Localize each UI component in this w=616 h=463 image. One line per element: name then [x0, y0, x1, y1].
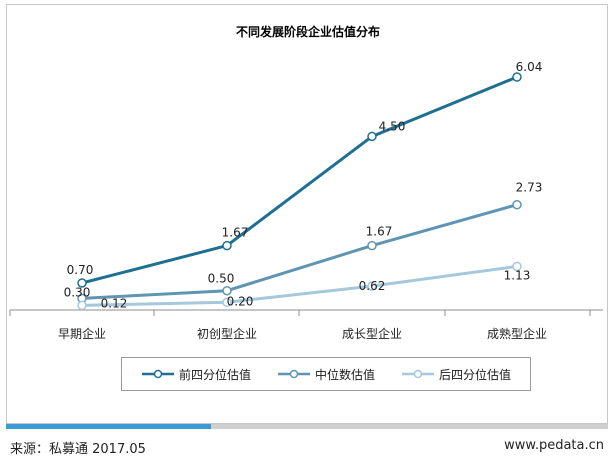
series-1-label-4: 6.04	[516, 60, 543, 74]
site-url: www.pedata.cn	[504, 438, 604, 453]
x-tick-label-2: 初创型企业	[197, 326, 257, 341]
series-3-point-4	[512, 261, 522, 272]
legend-label-series-3: 后四分位估值	[438, 367, 511, 382]
series-1-point-3	[367, 131, 377, 142]
legend-marker-series-3	[401, 369, 434, 379]
series-3-label-3: 0.62	[359, 279, 386, 293]
x-tick-label-3: 成长型企业	[342, 326, 402, 341]
legend-item-series-3: 后四分位估值	[401, 366, 511, 383]
footer-divider-accent	[6, 424, 211, 429]
series-3-label-4: 1.13	[504, 268, 531, 282]
legend-label-series-1: 前四分位估值	[178, 367, 251, 382]
series-3-point-2	[222, 297, 232, 308]
series-3-point-3	[367, 281, 377, 291]
x-tick-label-1: 早期企业	[58, 326, 106, 341]
footer-divider	[6, 424, 608, 429]
chart-frame	[6, 4, 608, 424]
legend-item-series-2: 中位数估值	[277, 366, 375, 383]
series-2-label-4: 2.73	[516, 181, 543, 195]
series-1-point-1	[77, 278, 87, 288]
legend-item-series-1: 前四分位估值	[141, 366, 251, 383]
series-3-label-2: 0.20	[227, 294, 254, 308]
x-tick-label-4: 成熟型企业	[487, 326, 547, 341]
legend-marker-series-2	[277, 369, 310, 379]
series-1-point-2	[222, 240, 232, 251]
series-3-label-1: 0.12	[101, 296, 128, 310]
series-1-line	[80, 75, 519, 285]
chart-title: 不同发展阶段企业估值分布	[236, 24, 380, 39]
series-2-point-3	[367, 240, 377, 251]
series-1-label-3: 4.50	[379, 119, 406, 133]
source-note: 来源：私募通 2017.05	[10, 442, 146, 457]
series-1-label-1: 0.70	[67, 263, 94, 277]
series-1-point-4	[512, 72, 522, 82]
series-2-point-4	[512, 199, 522, 210]
series-3-point-1	[77, 300, 87, 311]
series-1-label-2: 1.67	[222, 226, 249, 240]
legend: 前四分位估值 中位数估值 后四分位估值	[121, 357, 531, 391]
legend-marker-series-1	[141, 369, 174, 379]
series-2-point-2	[222, 285, 232, 296]
series-2-line	[80, 203, 519, 300]
series-2-label-2: 0.50	[208, 272, 235, 286]
series-2-label-3: 1.67	[366, 225, 393, 239]
series-2-label-1: 0.30	[64, 285, 91, 299]
legend-label-series-2: 中位数估值	[314, 367, 375, 382]
series-3-line	[80, 264, 519, 307]
